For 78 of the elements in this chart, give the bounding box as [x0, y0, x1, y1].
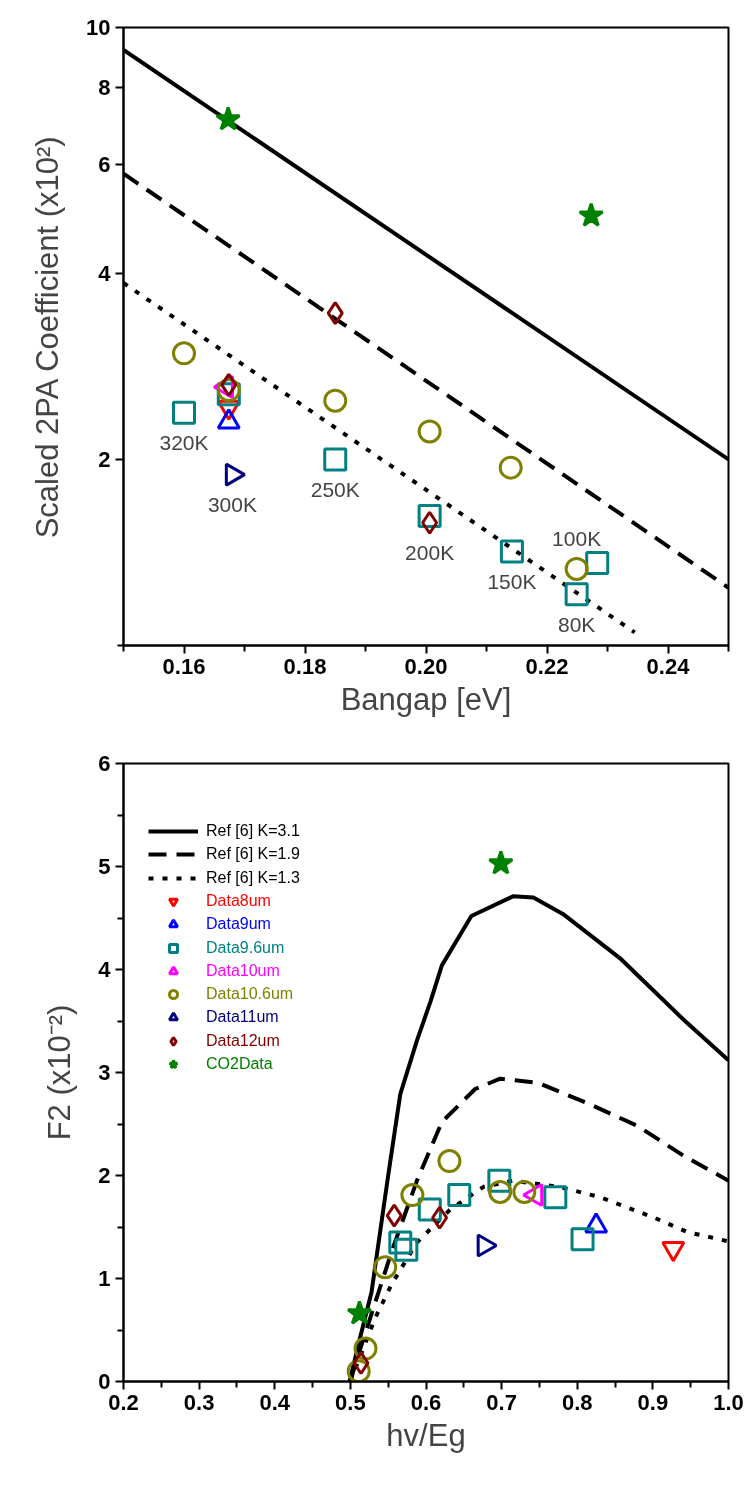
legend-label: Ref [6] K=1.9 [206, 844, 300, 865]
y-tick-label: 4 [98, 957, 112, 982]
x-tick-label: 0.16 [162, 653, 206, 679]
point [326, 301, 344, 326]
y-axis-title: F2 (x10⁻²) [42, 1004, 78, 1141]
y-axis-title: Scaled 2PA Coefficient (x10²) [30, 136, 66, 539]
x-tick-label: 0.3 [183, 1389, 215, 1415]
legend-label: Data11um [206, 1007, 279, 1028]
point [417, 419, 442, 444]
point [394, 1237, 419, 1262]
point [421, 510, 439, 535]
x-tick-label: 0.18 [283, 653, 327, 679]
legend-label: Ref [6] K=1.3 [206, 867, 300, 888]
point [543, 1185, 568, 1210]
annotation: 200K [405, 541, 455, 565]
point [172, 341, 196, 366]
point [352, 1350, 370, 1375]
legend-label: Data10.6um [206, 984, 294, 1005]
y-tick-label: 2 [98, 1163, 111, 1188]
y-tick-label: 6 [98, 751, 111, 776]
legend-label: Ref [6] K=3.1 [206, 821, 300, 841]
x-axis-title: hv/Eg [386, 1417, 466, 1453]
y-tick-label: 10 [86, 15, 111, 40]
point [437, 1149, 462, 1174]
point [323, 388, 348, 413]
point [488, 1180, 513, 1204]
legend-label: Data12um [206, 1030, 280, 1051]
x-tick-label: 0.22 [525, 653, 569, 679]
y-tick-label: 8 [98, 74, 111, 100]
x-tick-label: 0.8 [561, 1389, 593, 1415]
point [388, 1230, 413, 1255]
point [323, 447, 348, 472]
point [172, 400, 196, 425]
annotation: 80K [557, 612, 596, 636]
point [346, 1300, 373, 1325]
x-tick-label: 0.20 [404, 653, 448, 679]
y-tick-label: 5 [98, 854, 111, 879]
point [498, 455, 523, 480]
annotation: 250K [310, 477, 360, 501]
point [564, 582, 589, 607]
x-tick-label: 1.0 [713, 1389, 744, 1415]
legend-label: Data9um [206, 914, 271, 935]
annotation: 100K [552, 527, 602, 551]
annotation: 150K [487, 569, 537, 593]
legend-label: CO2Data [206, 1054, 273, 1074]
legend-label: Data10um [206, 960, 280, 981]
point [431, 1205, 449, 1230]
point [353, 1336, 378, 1361]
x-tick-label: 0.2 [108, 1389, 139, 1415]
point [220, 372, 238, 397]
x-axis-title: Bangap [eV] [340, 681, 512, 717]
x-tick-label: 0.24 [646, 653, 691, 679]
y-tick-label: 3 [98, 1060, 111, 1085]
point [578, 202, 605, 227]
point [499, 539, 524, 564]
x-tick-label: 0.4 [259, 1389, 291, 1415]
x-tick-label: 0.7 [486, 1389, 517, 1415]
point [385, 1203, 403, 1228]
point [215, 105, 242, 131]
annotation: 300K [207, 493, 257, 517]
x-tick-label: 0.5 [335, 1389, 366, 1415]
y-tick-label: 4 [98, 260, 112, 286]
point [512, 1180, 537, 1204]
y-tick-label: 0 [98, 1369, 111, 1394]
x-tick-label: 0.9 [637, 1389, 669, 1415]
point [487, 849, 514, 875]
point [447, 1183, 472, 1208]
legend-label: Data9.6um [206, 937, 285, 958]
y-tick-label: 2 [98, 446, 111, 472]
point [570, 1227, 595, 1252]
point [400, 1183, 425, 1208]
legend-label: Data8um [206, 890, 271, 911]
point [373, 1255, 398, 1280]
y-tick-label: 1 [98, 1266, 111, 1291]
point [564, 556, 589, 581]
annotation: 320K [159, 431, 209, 455]
y-tick-label: 6 [98, 152, 111, 178]
x-tick-label: 0.6 [410, 1389, 442, 1415]
